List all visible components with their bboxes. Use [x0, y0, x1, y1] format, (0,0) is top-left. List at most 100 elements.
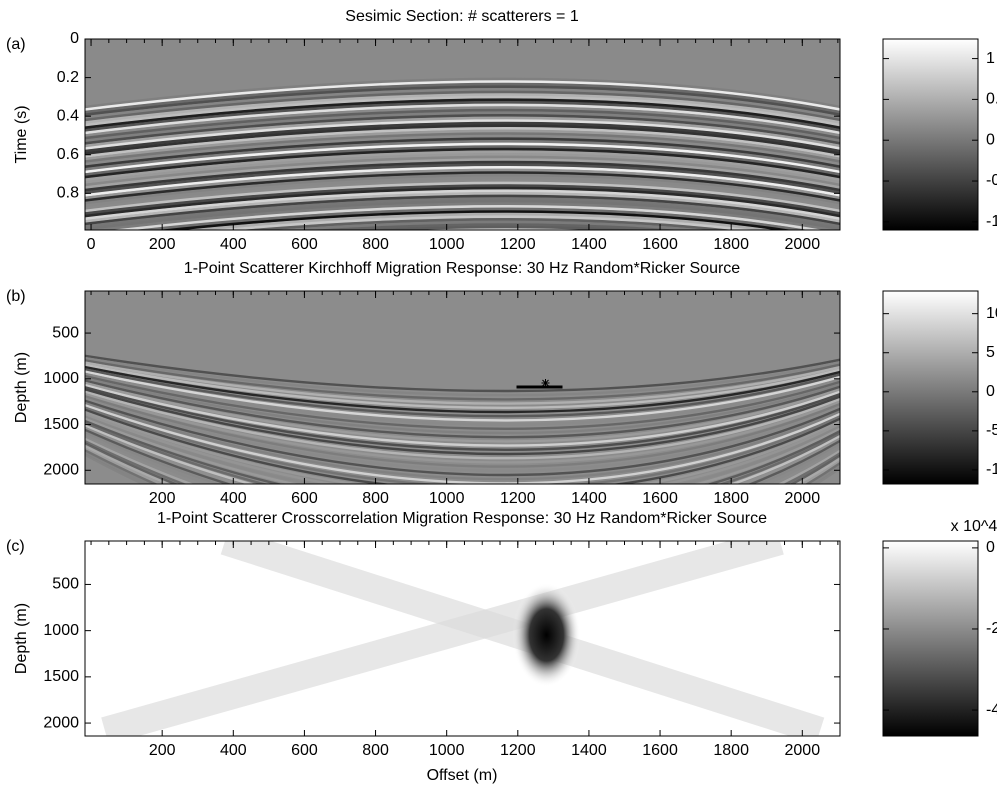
- image-stripe: [85, 173, 840, 205]
- x-axis-label: Offset (m): [427, 767, 498, 784]
- x-tick-label: 200: [149, 490, 176, 507]
- panel-label: (b): [6, 288, 26, 305]
- scatterer-star: [541, 379, 550, 387]
- image-stripe: [85, 150, 840, 182]
- colorbar-tick-label: -5: [986, 422, 997, 439]
- image-stripe: [85, 365, 840, 414]
- image-stripe: [308, 223, 681, 230]
- y-tick-label: 2000: [43, 714, 79, 731]
- image-stripe: [85, 166, 840, 197]
- image-stripe: [85, 419, 840, 484]
- x-tick-label: 1000: [429, 236, 465, 253]
- image-stripe: [85, 388, 840, 456]
- image-stripe: [85, 363, 840, 409]
- image-stripe: [85, 155, 840, 187]
- y-tick-label: 1500: [43, 668, 79, 685]
- image-stripe: [85, 403, 840, 484]
- image-stripe: [85, 184, 840, 215]
- image-stripe: [85, 168, 840, 200]
- colorbar-tick-label: -1: [986, 213, 997, 230]
- image-stripe: [85, 439, 840, 484]
- x-tick-label: 2000: [785, 742, 821, 759]
- image-stripe: [239, 218, 734, 230]
- y-axis-label: Depth (m): [13, 352, 30, 423]
- image-stripe: [85, 199, 840, 230]
- image-stripe: [85, 82, 840, 114]
- y-axis-label: Time (s): [13, 105, 30, 163]
- x-tick-label: 1600: [642, 490, 678, 507]
- x-tick-label: 1400: [571, 490, 607, 507]
- image-stripe: [85, 197, 840, 228]
- image-stripe: [352, 225, 644, 230]
- colorbar: [882, 290, 979, 485]
- image: [85, 291, 840, 484]
- x-tick-label: 1200: [500, 236, 536, 253]
- image-stripe: [85, 410, 840, 484]
- image-stripe: [85, 194, 840, 226]
- image-stripe: [85, 98, 840, 130]
- colorbar-tick-label: 10: [986, 305, 997, 322]
- image-stripe: [85, 134, 840, 166]
- panel-label: (a): [6, 36, 26, 53]
- image-stripe: [85, 127, 840, 158]
- x-tick-label: 2000: [785, 490, 821, 507]
- panel-title: 1-Point Scatterer Kirchhoff Migration Re…: [184, 260, 741, 277]
- image-stripe: [85, 77, 840, 109]
- image-stripe: [85, 90, 840, 122]
- image-stripe: [85, 399, 840, 477]
- y-tick-label: 2000: [43, 461, 79, 478]
- image-stripe: [85, 442, 840, 484]
- image-stripe: [85, 433, 840, 484]
- x-tick-label: 200: [149, 236, 176, 253]
- image-stripe: [85, 158, 840, 189]
- colorbar-tick-label: 0.5: [986, 91, 997, 108]
- image-stripe: [85, 108, 840, 140]
- image-stripe: [85, 114, 840, 145]
- image-stripe: [85, 111, 840, 143]
- image-stripe: [85, 408, 840, 484]
- colorbar-multiplier: x 10^4: [951, 518, 997, 535]
- x-tick-label: 1800: [713, 742, 749, 759]
- x-tick-label: 1600: [642, 236, 678, 253]
- image-stripe: [85, 106, 840, 137]
- colorbar-tick-label: -2: [986, 620, 997, 637]
- colorbar-tick-label: 0: [986, 539, 995, 556]
- image-stripe: [85, 145, 840, 176]
- image-stripe: [85, 129, 840, 161]
- colorbar-tick-label: 0: [986, 383, 995, 400]
- image-stripe: [85, 95, 840, 127]
- x-tick-label: 600: [291, 236, 318, 253]
- y-tick-label: 1500: [43, 416, 79, 433]
- image-stripe: [85, 147, 840, 179]
- x-tick-label: 800: [362, 490, 389, 507]
- image-stripe: [85, 121, 840, 153]
- x-tick-label: 1400: [571, 742, 607, 759]
- image-stripe: [85, 377, 840, 435]
- image-stripe: [85, 93, 840, 124]
- image-stripe: [85, 181, 840, 213]
- image-stripe: [210, 215, 756, 230]
- x-tick-label: 1000: [429, 490, 465, 507]
- image: [85, 39, 840, 230]
- x-tick-label: 1600: [642, 742, 678, 759]
- image-stripe: [85, 392, 840, 464]
- y-tick-label: 500: [52, 576, 79, 593]
- image-stripe: [85, 103, 840, 135]
- image-stripe: [85, 435, 840, 484]
- image-stripe: [133, 207, 809, 230]
- panel-label: (c): [6, 538, 25, 555]
- y-tick-label: 0.2: [57, 69, 79, 86]
- image-stripe: [85, 397, 840, 472]
- image-stripe: [85, 116, 840, 148]
- panel-title: 1-Point Scatterer Crosscorrelation Migra…: [157, 510, 767, 527]
- image-stripe: [271, 220, 710, 230]
- image-stripe: [85, 426, 840, 484]
- y-tick-label: 0.6: [57, 146, 79, 163]
- image-stripe: [85, 428, 840, 484]
- image-stripe: [85, 356, 840, 397]
- axes-frame: [84, 290, 841, 485]
- image-stripe: [85, 383, 840, 447]
- x-tick-label: 400: [220, 490, 247, 507]
- image-stripe: [85, 390, 840, 460]
- image-stripe: [85, 163, 840, 195]
